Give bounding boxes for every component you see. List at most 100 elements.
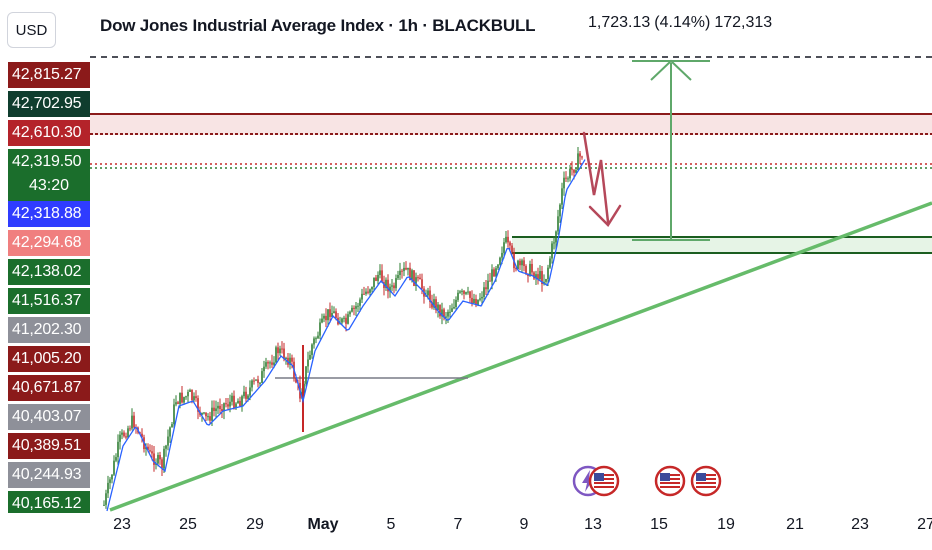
candle-body	[219, 406, 221, 409]
candle-body	[309, 355, 311, 360]
candle-body	[279, 349, 281, 354]
candle-body	[567, 178, 569, 179]
candle-body	[501, 253, 503, 258]
candle-body	[233, 396, 235, 409]
candle-body	[231, 396, 233, 402]
candle-body	[459, 291, 461, 292]
candle-body	[481, 297, 483, 298]
candle-body	[247, 396, 249, 399]
candle-body	[157, 455, 159, 463]
us-flag-icon[interactable]	[654, 465, 686, 497]
candle-body	[327, 309, 329, 320]
candle-body	[449, 312, 451, 313]
candle-body	[391, 285, 393, 286]
candle-body	[249, 387, 251, 395]
candle-body	[399, 271, 401, 275]
price-label: 40,165.12	[8, 491, 90, 513]
candle-body	[271, 362, 273, 364]
candle-body	[413, 270, 415, 286]
candle-body	[319, 322, 321, 335]
candle-body	[455, 300, 457, 307]
candle-body	[487, 281, 489, 290]
candle-body	[559, 205, 561, 217]
support-zone[interactable]	[512, 237, 932, 253]
candle-body	[123, 433, 125, 437]
price-label: 42,815.27	[8, 62, 90, 88]
candle-body	[427, 290, 429, 295]
candle-body	[359, 300, 361, 306]
candle-body	[365, 292, 367, 294]
candle-body	[265, 362, 267, 367]
candle-body	[471, 298, 473, 303]
candle-body	[131, 416, 133, 429]
candle-body	[325, 316, 327, 320]
candle-body	[571, 169, 573, 170]
candle-body	[267, 362, 269, 363]
candle-body	[451, 308, 453, 312]
time-axis-tick: 29	[246, 516, 264, 534]
candle-body	[203, 412, 205, 413]
candle-body	[187, 392, 189, 396]
candle-body	[417, 277, 419, 278]
candle-body	[105, 493, 107, 505]
candle-body	[261, 371, 263, 383]
candle-body	[185, 396, 187, 397]
candle-body	[353, 308, 355, 309]
candle-body	[509, 242, 511, 245]
resistance-zone[interactable]	[90, 114, 932, 135]
candle-body	[291, 358, 293, 362]
time-axis-tick: 5	[387, 516, 396, 534]
bar-countdown: 43:20	[8, 174, 90, 201]
candle-body	[159, 455, 161, 459]
candle-body	[133, 416, 135, 428]
time-axis-tick: 9	[520, 516, 529, 534]
candle-body	[517, 261, 519, 269]
candle-body	[547, 268, 549, 279]
candle-body	[521, 260, 523, 265]
candle-body	[363, 294, 365, 295]
candle-body	[205, 412, 207, 416]
candle-body	[485, 287, 487, 289]
candle-body	[195, 396, 197, 398]
measure-projection-arrow[interactable]	[632, 61, 710, 240]
us-flag-icon[interactable]	[690, 465, 722, 497]
time-axis-tick: 25	[179, 516, 197, 534]
candle-body	[503, 242, 505, 253]
candle-body	[539, 271, 541, 279]
candle-body	[241, 396, 243, 406]
candle-body	[499, 258, 501, 265]
candle-body	[317, 336, 319, 339]
currency-button[interactable]: USD	[7, 12, 56, 48]
candle-body	[507, 237, 509, 243]
candle-body	[117, 442, 119, 457]
expected-pullback-arrow[interactable]	[584, 133, 620, 225]
time-axis[interactable]: 23 25 29 May 5 7 9 13 15 19 21 23 27	[0, 516, 932, 542]
price-label: 41,516.37	[8, 288, 90, 314]
candle-body	[395, 278, 397, 288]
candle-body	[151, 451, 153, 453]
candle-body	[341, 318, 343, 322]
us-flag-icon[interactable]	[588, 465, 620, 497]
candle-body	[445, 317, 447, 318]
candle-body	[367, 292, 369, 293]
candle-body	[493, 269, 495, 276]
candle-body	[273, 362, 275, 364]
candle-body	[447, 312, 449, 317]
price-label: 42,318.88	[8, 201, 90, 227]
time-axis-tick: 15	[650, 516, 668, 534]
candle-body	[569, 169, 571, 179]
candle-body	[397, 275, 399, 278]
candle-body	[529, 264, 531, 276]
candle-body	[321, 319, 323, 323]
candle-body	[329, 309, 331, 317]
time-axis-tick: May	[307, 516, 338, 534]
candle-body	[121, 433, 123, 435]
candle-body	[255, 379, 257, 380]
candle-body	[119, 435, 121, 442]
candlestick-series[interactable]	[103, 147, 583, 509]
candle-body	[215, 408, 217, 411]
candle-body	[401, 271, 403, 272]
time-axis-tick: 13	[584, 516, 602, 534]
candle-body	[209, 416, 211, 421]
